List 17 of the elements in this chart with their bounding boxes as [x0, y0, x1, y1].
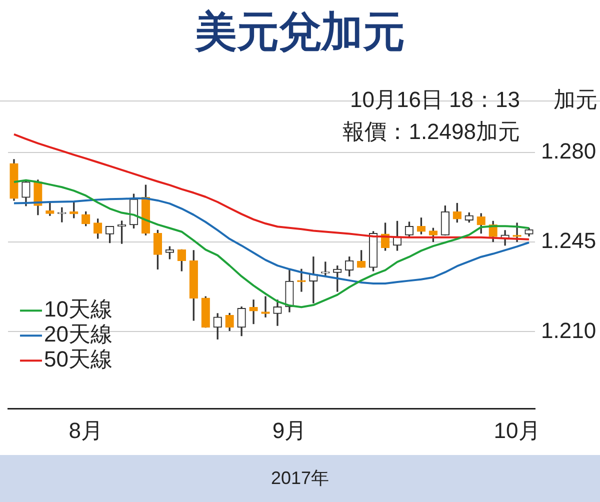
- y-axis-title: 加元: [554, 87, 598, 112]
- candlestick: [309, 256, 318, 304]
- annotation: 10月16日 18：13: [350, 87, 520, 112]
- x-tick-label: 8月: [68, 418, 103, 443]
- chart-title: 美元兌加元: [194, 7, 406, 57]
- y-tick-label: 1.245: [541, 228, 596, 254]
- x-tick-label: 10月: [494, 418, 540, 443]
- y-tick-label: 1.280: [541, 138, 596, 164]
- legend-label: 10天線: [44, 296, 112, 322]
- legend-label: 50天線: [44, 346, 112, 372]
- y-tick-label: 1.210: [541, 318, 596, 343]
- x-tick-label: 9月: [272, 418, 307, 443]
- candlestick: [249, 300, 258, 324]
- legend-label: 20天線: [44, 322, 112, 347]
- annotation: 報價：1.2498加元: [342, 119, 520, 144]
- candlestick: [297, 268, 306, 292]
- x-axis-title: 2017年: [0, 455, 600, 502]
